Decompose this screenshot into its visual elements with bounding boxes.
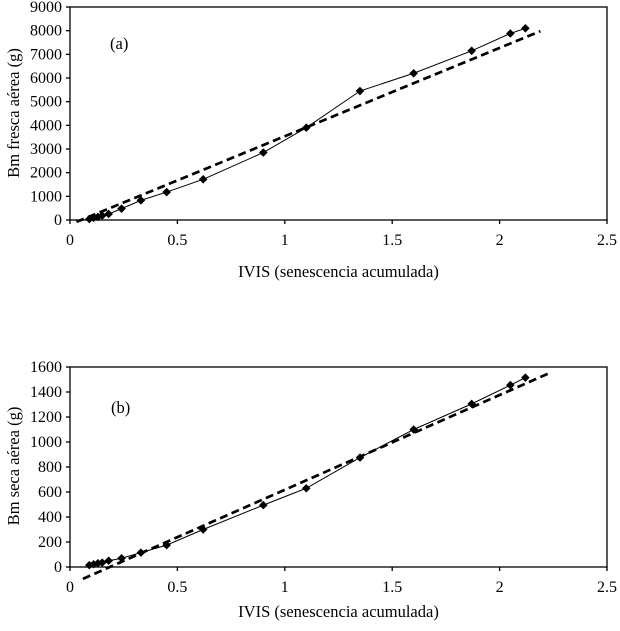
x-tick-label: 0.5 <box>167 579 187 596</box>
panel-label: (a) <box>110 34 128 53</box>
chart-a-canvas: 0 0.5 1 1.5 2 2.5 0 1000 2000 3000 4000 5000 6000 700… <box>4 0 617 281</box>
data-point-marker <box>97 211 107 220</box>
x-tick-label: 0.5 <box>167 232 187 249</box>
data-point-marker <box>521 24 530 33</box>
y-tick-label: 1000 <box>30 188 62 205</box>
x-tick-label: 1.5 <box>382 579 402 596</box>
x-tick-label: 1.5 <box>382 232 402 249</box>
data-point-marker <box>104 556 113 566</box>
data-point-marker <box>93 212 103 222</box>
data-point-marker <box>85 214 94 224</box>
y-tick-label: 7000 <box>30 46 62 63</box>
panel-label: (b) <box>111 398 130 417</box>
y-tick-label: 600 <box>38 484 62 501</box>
y-tick-label: 2000 <box>30 165 62 182</box>
y-tick-label: 400 <box>38 509 62 526</box>
data-point-marker <box>409 425 418 434</box>
chart-panel-a: 0 0.5 1 1.5 2 2.5 0 1000 2000 3000 4000 5000 6000 700… <box>0 0 620 300</box>
data-point-marker <box>301 123 311 132</box>
y-axis-title: Bm seca aérea (g) <box>4 407 23 526</box>
chart-b-canvas: 0 0.5 1 1.5 2 2.5 0 200 400 600 800 1000 1200 1400 160… <box>4 359 617 621</box>
x-axis-title: IVIS (senescencia acumulada) <box>238 602 439 621</box>
x-tick-label: 2.5 <box>597 232 617 249</box>
data-point-marker <box>259 500 268 510</box>
data-point-marker <box>162 187 171 197</box>
series-line <box>89 377 526 566</box>
plot-border <box>69 6 608 221</box>
x-tick-label: 1 <box>281 232 289 249</box>
x-tick-label: 2.5 <box>597 579 617 596</box>
data-point-marker <box>198 174 208 184</box>
data-point-marker <box>301 483 311 493</box>
y-tick-label: 9000 <box>30 0 62 16</box>
data-point-marker <box>136 196 146 205</box>
x-tick-label: 0 <box>66 579 74 596</box>
x-axis-title: IVIS (senescencia acumulada) <box>238 262 439 281</box>
trendline-dashed <box>75 29 541 224</box>
y-tick-label: 6000 <box>30 70 62 87</box>
y-tick-label: 8000 <box>30 23 62 40</box>
y-tick-label: 1000 <box>30 434 62 451</box>
y-tick-label: 1200 <box>30 409 62 426</box>
y-tick-label: 0 <box>54 212 62 229</box>
y-axis-title: Bm fresca aérea (g) <box>4 48 23 178</box>
series-line <box>89 27 526 220</box>
data-point-marker <box>259 148 268 157</box>
data-point-marker <box>467 399 476 409</box>
y-tick-label: 1400 <box>30 384 62 401</box>
x-tick-label: 2 <box>496 232 504 249</box>
x-tick-label: 1 <box>281 579 289 596</box>
trendline-dashed <box>82 372 550 581</box>
data-point-marker <box>506 380 515 390</box>
data-point-marker <box>355 86 365 96</box>
y-tick-label: 5000 <box>30 94 62 111</box>
data-point-marker <box>117 204 126 213</box>
data-point-marker <box>104 209 113 219</box>
chart-panel-b: 0 0.5 1 1.5 2 2.5 0 200 400 600 800 1000 1200 1400 160… <box>0 330 620 631</box>
data-point-marker <box>467 46 476 56</box>
y-tick-label: 4000 <box>30 117 62 134</box>
y-tick-label: 1600 <box>30 359 62 376</box>
y-tick-label: 0 <box>54 559 62 576</box>
data-point-marker <box>506 29 515 38</box>
x-tick-label: 0 <box>66 232 74 249</box>
x-tick-label: 2 <box>496 579 504 596</box>
y-tick-label: 200 <box>38 534 62 551</box>
data-point-marker <box>521 373 530 382</box>
y-tick-label: 3000 <box>30 141 62 158</box>
data-point-marker <box>409 68 418 78</box>
y-tick-label: 800 <box>38 459 62 476</box>
